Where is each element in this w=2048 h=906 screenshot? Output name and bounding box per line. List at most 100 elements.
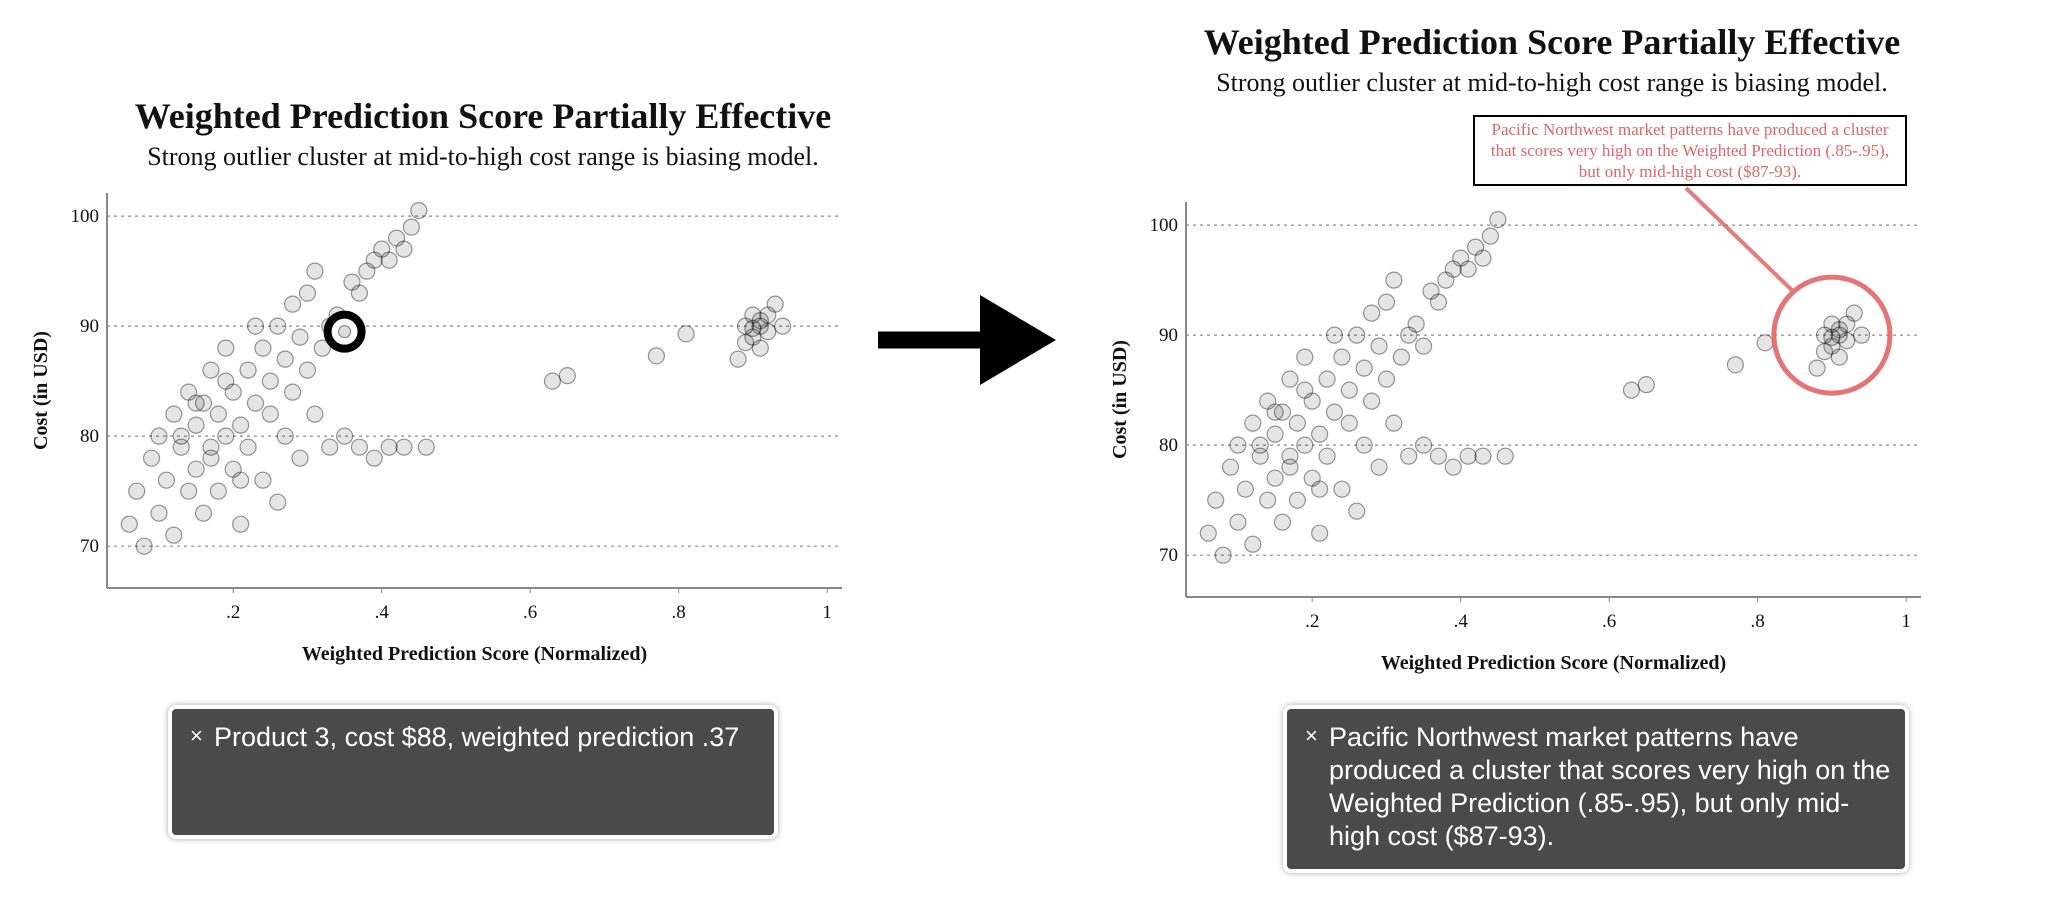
point [373, 240, 391, 258]
point [1325, 403, 1344, 421]
point [395, 240, 413, 258]
point [1288, 491, 1306, 509]
annotation-circle [1771, 274, 1893, 396]
point [291, 328, 309, 346]
point [254, 339, 272, 357]
y-tick-label: 80 [80, 426, 99, 447]
point [1823, 337, 1841, 355]
point [380, 438, 398, 456]
point [1466, 238, 1485, 256]
point [209, 405, 227, 423]
point [1325, 326, 1344, 344]
point [298, 284, 317, 302]
point [150, 504, 168, 522]
point [239, 361, 257, 379]
point [1407, 315, 1425, 333]
point [1726, 356, 1744, 374]
x-axis-label: Weighted Prediction Score (Normalized) [1381, 652, 1726, 674]
point [1244, 414, 1262, 432]
point [1838, 332, 1856, 350]
point [194, 504, 213, 522]
close-button[interactable]: × [190, 723, 203, 748]
y-tick-label: 100 [71, 206, 100, 227]
point [261, 405, 279, 423]
point [1385, 414, 1403, 432]
point [1259, 491, 1277, 509]
point [1229, 436, 1247, 454]
point [1363, 392, 1381, 410]
point [1266, 425, 1284, 443]
point [1311, 480, 1329, 498]
y-tick-label: 70 [1159, 545, 1178, 566]
point [1303, 469, 1321, 487]
point [246, 394, 265, 412]
chart-subtitle: Strong outlier cluster at mid-to-high co… [1216, 68, 1888, 97]
point [135, 537, 153, 555]
point [1422, 282, 1440, 300]
point [291, 449, 309, 467]
tooltip: × Pacific Northwest market patterns have… [1283, 705, 1909, 873]
point [395, 438, 413, 456]
y-tick-label: 80 [1159, 435, 1178, 456]
annotation-leader [1684, 186, 1794, 292]
point [647, 347, 665, 365]
y-tick-label: 70 [80, 536, 99, 557]
point [276, 350, 294, 368]
point [1756, 334, 1774, 352]
point [1437, 271, 1455, 289]
point [1823, 328, 1841, 346]
point [1303, 392, 1321, 410]
point [224, 383, 242, 401]
point [744, 328, 762, 346]
point [150, 427, 168, 445]
point [180, 383, 198, 401]
x-tick-label: .2 [1305, 611, 1319, 632]
point [343, 273, 361, 291]
point [1489, 211, 1507, 229]
point [128, 482, 146, 500]
point [187, 394, 205, 412]
chart-title: Weighted Prediction Score Partially Effe… [1204, 22, 1901, 62]
annotation-text: Pacific Northwest market patterns have p… [1473, 115, 1907, 186]
point [1251, 447, 1269, 465]
point [1251, 436, 1269, 454]
point [1474, 249, 1492, 267]
point [1333, 480, 1351, 498]
point [350, 284, 369, 302]
point [677, 325, 695, 343]
point [1207, 491, 1225, 509]
point [759, 306, 777, 324]
close-button[interactable]: × [1305, 723, 1318, 748]
point [1318, 370, 1336, 388]
point [120, 515, 138, 533]
x-tick-label: 1 [1901, 611, 1911, 632]
point [1311, 425, 1329, 443]
point [1340, 381, 1358, 399]
point [1838, 315, 1856, 333]
point [1496, 447, 1514, 465]
point [269, 317, 287, 335]
chart-title: Weighted Prediction Score Partially Effe… [135, 96, 832, 136]
point [350, 438, 369, 456]
point [1459, 260, 1477, 278]
point [1815, 326, 1834, 344]
point [1348, 326, 1366, 344]
point [1355, 436, 1373, 454]
point [165, 526, 183, 544]
point [232, 471, 250, 489]
point [187, 416, 205, 434]
point [1830, 348, 1848, 366]
y-axis-label: Cost (in USD) [30, 331, 52, 450]
point [1392, 348, 1410, 366]
point [202, 361, 220, 379]
point [1273, 403, 1292, 421]
point [1281, 447, 1299, 465]
point [165, 405, 183, 423]
point [1823, 315, 1841, 333]
point [194, 394, 213, 412]
point [1830, 321, 1848, 339]
arrow-head [980, 295, 1056, 385]
point [246, 317, 265, 335]
point [1385, 271, 1403, 289]
